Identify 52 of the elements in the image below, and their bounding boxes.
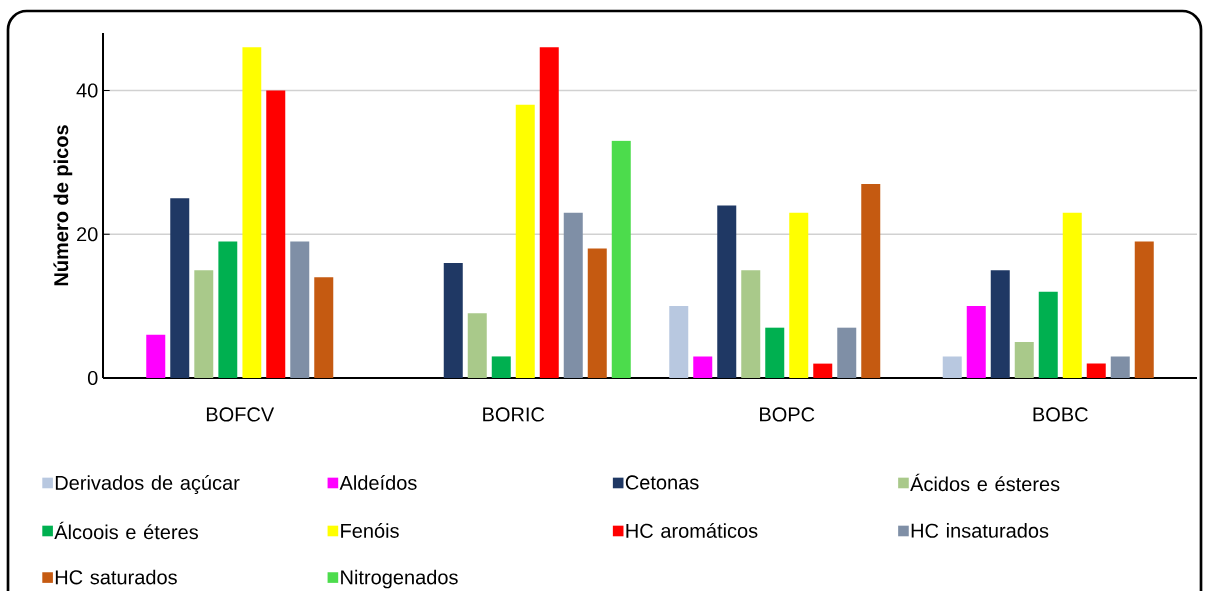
- x-tick-label: BOPC: [760, 407, 815, 422]
- bar: [765, 327, 785, 378]
- bar: [194, 270, 214, 378]
- legend-label: Álcoois e éteres: [54, 521, 198, 540]
- bar: [242, 47, 262, 378]
- legend-label: Aldeídos: [339, 474, 417, 490]
- bar: [266, 90, 286, 378]
- bar: [942, 356, 962, 378]
- x-tick-label: BORIC: [483, 407, 545, 422]
- bar: [290, 241, 310, 378]
- bar: [1062, 212, 1082, 378]
- y-tick-label: 0: [87, 370, 98, 386]
- legend-label: Nitrogenados: [341, 569, 458, 589]
- bar: [611, 140, 631, 378]
- legend-label: Cetonas: [625, 475, 699, 490]
- bar: [1014, 342, 1034, 378]
- bar: [218, 241, 238, 378]
- bar: [717, 205, 737, 378]
- legend-label: Fenóis: [341, 523, 399, 538]
- y-tick-label: 20: [77, 227, 98, 242]
- legend-label: Ácidos e ésteres: [910, 473, 1060, 492]
- bar: [789, 212, 809, 378]
- bar: [1038, 291, 1058, 378]
- bar: [539, 47, 559, 378]
- bar: [587, 248, 607, 378]
- bar: [563, 212, 583, 378]
- bar: [1086, 363, 1106, 378]
- x-tick-label: BOFCV: [206, 407, 275, 422]
- x-tick-label: BOBC: [1033, 407, 1088, 422]
- bar: [813, 363, 833, 378]
- bar: [1110, 356, 1130, 378]
- bar: [1134, 241, 1154, 378]
- bar: [146, 334, 166, 378]
- bar: [314, 277, 334, 378]
- bar: [443, 262, 463, 378]
- bar: [170, 198, 190, 378]
- bar: [837, 327, 857, 378]
- bar: [669, 306, 689, 378]
- legend-label: HC insaturados: [911, 523, 1049, 538]
- bar: [861, 183, 881, 378]
- y-tick-label: 40: [76, 83, 98, 98]
- bar: [491, 356, 511, 378]
- y-axis-title: Número de picos: [53, 125, 73, 286]
- bar: [515, 104, 535, 378]
- legend-label: Derivados de açúcar: [55, 474, 240, 494]
- bar: [693, 356, 713, 378]
- legend-label: HC aromáticos: [626, 523, 758, 538]
- bar: [741, 270, 761, 378]
- bar: [990, 270, 1010, 378]
- legend-label: HC saturados: [55, 569, 177, 585]
- bar: [467, 313, 487, 378]
- bar: [966, 306, 986, 378]
